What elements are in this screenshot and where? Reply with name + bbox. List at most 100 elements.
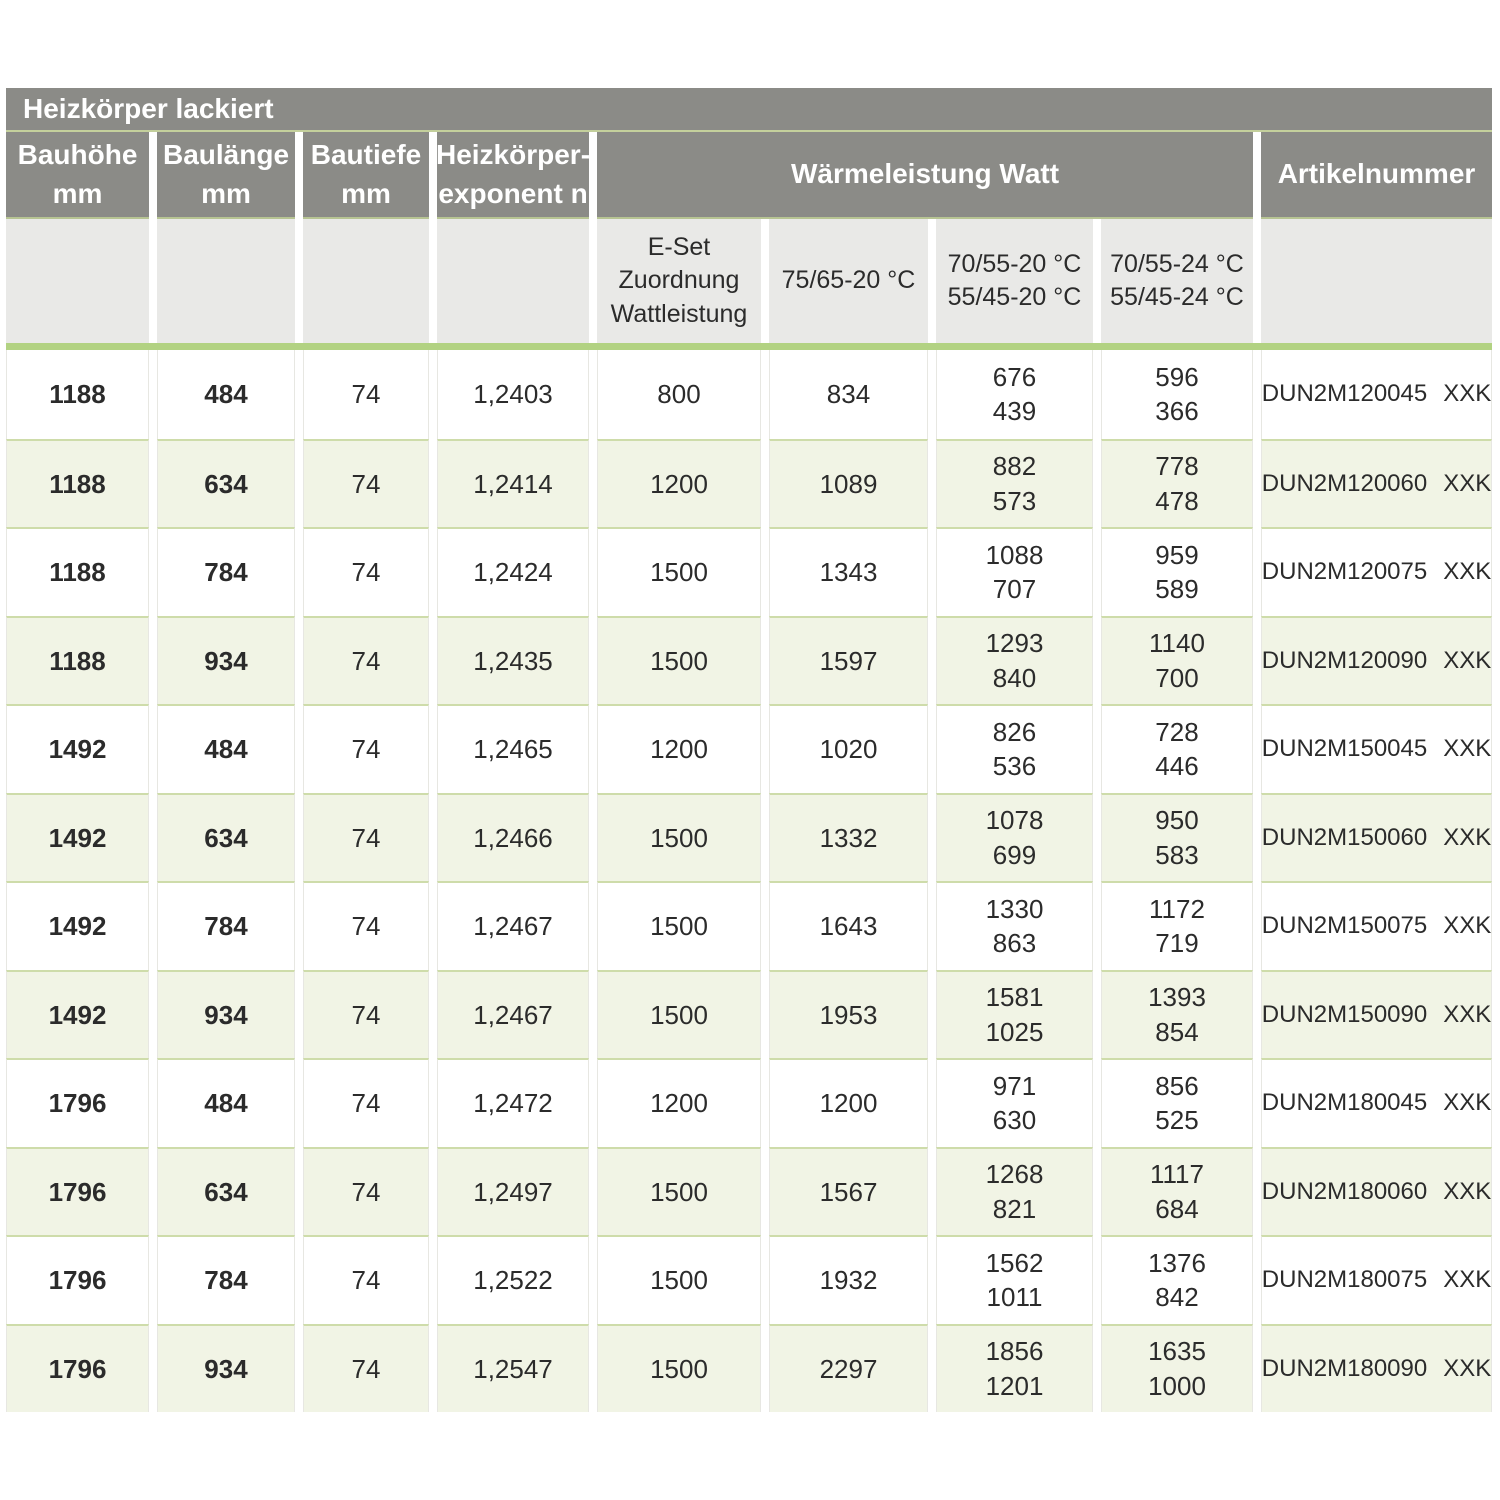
artikelnummer-value: DUN2M150075 XXK — [1261, 881, 1492, 970]
watt-7055-24-value: 1393 854 — [1101, 969, 1253, 1058]
watt-7055-20-value: 1088 707 — [936, 527, 1093, 616]
watt-7565-20-value: 1567 — [769, 1146, 928, 1235]
eset-watt-value: 1500 — [597, 615, 761, 704]
watt-7055-20-value: 882 573 — [936, 438, 1093, 527]
bautiefe-value: 74 — [303, 881, 429, 970]
subheader-empty-3 — [303, 219, 429, 343]
bauhoehe-value: 1492 — [6, 881, 149, 970]
artikel-code: DUN2M150090 — [1261, 1000, 1428, 1028]
artikelnummer-value: DUN2M120090 XXK — [1261, 615, 1492, 704]
eset-watt-value: 1200 — [597, 438, 761, 527]
exponent-value: 1,2467 — [437, 969, 589, 1058]
baulaenge-value: 484 — [157, 350, 295, 439]
artikelnummer-value: DUN2M180075 XXK — [1261, 1235, 1492, 1324]
watt-7565-20-value: 1597 — [769, 615, 928, 704]
bauhoehe-value: 1188 — [6, 615, 149, 704]
exponent-value: 1,2465 — [437, 704, 589, 793]
header-artikelnummer: Artikelnummer — [1261, 132, 1492, 219]
watt-7055-20-value: 1078 699 — [936, 792, 1093, 881]
bauhoehe-value: 1492 — [6, 969, 149, 1058]
header-exponent: Heizkörper- exponent n — [436, 132, 590, 219]
baulaenge-value: 484 — [157, 1058, 295, 1147]
bautiefe-value: 74 — [303, 1323, 429, 1412]
eset-watt-value: 1500 — [597, 881, 761, 970]
eset-watt-value: 800 — [597, 350, 761, 439]
subheader-empty-4 — [437, 219, 589, 343]
watt-7565-20-value: 1020 — [769, 704, 928, 793]
artikel-code: DUN2M150045 — [1261, 735, 1428, 763]
watt-7055-20-value: 676 439 — [936, 350, 1093, 439]
table-title-bar: Heizkörper lackiert — [6, 88, 1492, 132]
bautiefe-value: 74 — [303, 527, 429, 616]
artikel-suffix: XXK — [1443, 1000, 1492, 1028]
watt-7055-20-value: 1581 1025 — [936, 969, 1093, 1058]
watt-7055-24-value: 1140 700 — [1101, 615, 1253, 704]
eset-watt-value: 1500 — [597, 1146, 761, 1235]
subheader-row: E-Set Zuordnung Wattleistung 75/65-20 °C… — [6, 219, 1492, 343]
eset-watt-value: 1500 — [597, 527, 761, 616]
subheader-empty-1 — [6, 219, 149, 343]
artikel-code: DUN2M120060 — [1261, 469, 1428, 497]
watt-7055-24-value: 1172 719 — [1101, 881, 1253, 970]
baulaenge-value: 784 — [157, 881, 295, 970]
watt-7055-20-value: 1268 821 — [936, 1146, 1093, 1235]
watt-7565-20-value: 1643 — [769, 881, 928, 970]
exponent-value: 1,2424 — [437, 527, 589, 616]
artikel-code: DUN2M180090 — [1261, 1354, 1428, 1382]
baulaenge-value: 784 — [157, 1235, 295, 1324]
bauhoehe-value: 1188 — [6, 438, 149, 527]
watt-7565-20-value: 2297 — [769, 1323, 928, 1412]
subheader-70-55-24: 70/55-24 °C 55/45-24 °C — [1101, 219, 1253, 343]
bautiefe-value: 74 — [303, 615, 429, 704]
artikel-suffix: XXK — [1443, 823, 1492, 851]
artikel-code: DUN2M180060 — [1261, 1177, 1428, 1205]
green-divider-band — [6, 343, 1492, 350]
artikel-suffix: XXK — [1443, 380, 1492, 408]
artikel-suffix: XXK — [1443, 735, 1492, 763]
exponent-value: 1,2547 — [437, 1323, 589, 1412]
watt-7055-20-value: 971 630 — [936, 1058, 1093, 1147]
watt-7565-20-value: 1343 — [769, 527, 928, 616]
watt-7055-20-value: 1293 840 — [936, 615, 1093, 704]
baulaenge-value: 634 — [157, 1146, 295, 1235]
watt-7055-24-value: 1117 684 — [1101, 1146, 1253, 1235]
artikelnummer-value: DUN2M180090 XXK — [1261, 1323, 1492, 1412]
exponent-value: 1,2435 — [437, 615, 589, 704]
artikel-suffix: XXK — [1443, 1266, 1492, 1294]
artikel-suffix: XXK — [1443, 1354, 1492, 1382]
artikel-code: DUN2M150060 — [1261, 823, 1428, 851]
bautiefe-value: 74 — [303, 969, 429, 1058]
eset-watt-value: 1200 — [597, 704, 761, 793]
baulaenge-value: 784 — [157, 527, 295, 616]
subheader-eset: E-Set Zuordnung Wattleistung — [597, 219, 761, 343]
exponent-value: 1,2466 — [437, 792, 589, 881]
watt-7565-20-value: 1932 — [769, 1235, 928, 1324]
baulaenge-value: 634 — [157, 438, 295, 527]
artikel-code: DUN2M120045 — [1261, 380, 1428, 408]
baulaenge-value: 934 — [157, 969, 295, 1058]
eset-watt-value: 1500 — [597, 969, 761, 1058]
subheader-empty-9 — [1261, 219, 1492, 343]
watt-7055-20-value: 1856 1201 — [936, 1323, 1093, 1412]
bautiefe-value: 74 — [303, 438, 429, 527]
bauhoehe-value: 1492 — [6, 792, 149, 881]
artikel-code: DUN2M180075 — [1261, 1266, 1428, 1294]
artikel-code: DUN2M120090 — [1261, 646, 1428, 674]
watt-7565-20-value: 1953 — [769, 969, 928, 1058]
artikelnummer-value: DUN2M180045 XXK — [1261, 1058, 1492, 1147]
bautiefe-value: 74 — [303, 1235, 429, 1324]
subheader-empty-2 — [157, 219, 295, 343]
table-title: Heizkörper lackiert — [23, 93, 274, 124]
header-baulaenge: Baulänge mm — [157, 132, 295, 219]
artikel-suffix: XXK — [1443, 1089, 1492, 1117]
exponent-value: 1,2467 — [437, 881, 589, 970]
data-rows: 1188 484 74 1,2403 800 834 676 439 596 3… — [6, 350, 1492, 1412]
artikelnummer-value: DUN2M150060 XXK — [1261, 792, 1492, 881]
bauhoehe-value: 1796 — [6, 1058, 149, 1147]
header-bautiefe: Bautiefe mm — [303, 132, 429, 219]
bauhoehe-value: 1188 — [6, 350, 149, 439]
artikel-code: DUN2M120075 — [1261, 558, 1428, 586]
baulaenge-value: 934 — [157, 1323, 295, 1412]
eset-watt-value: 1500 — [597, 792, 761, 881]
bauhoehe-value: 1796 — [6, 1323, 149, 1412]
